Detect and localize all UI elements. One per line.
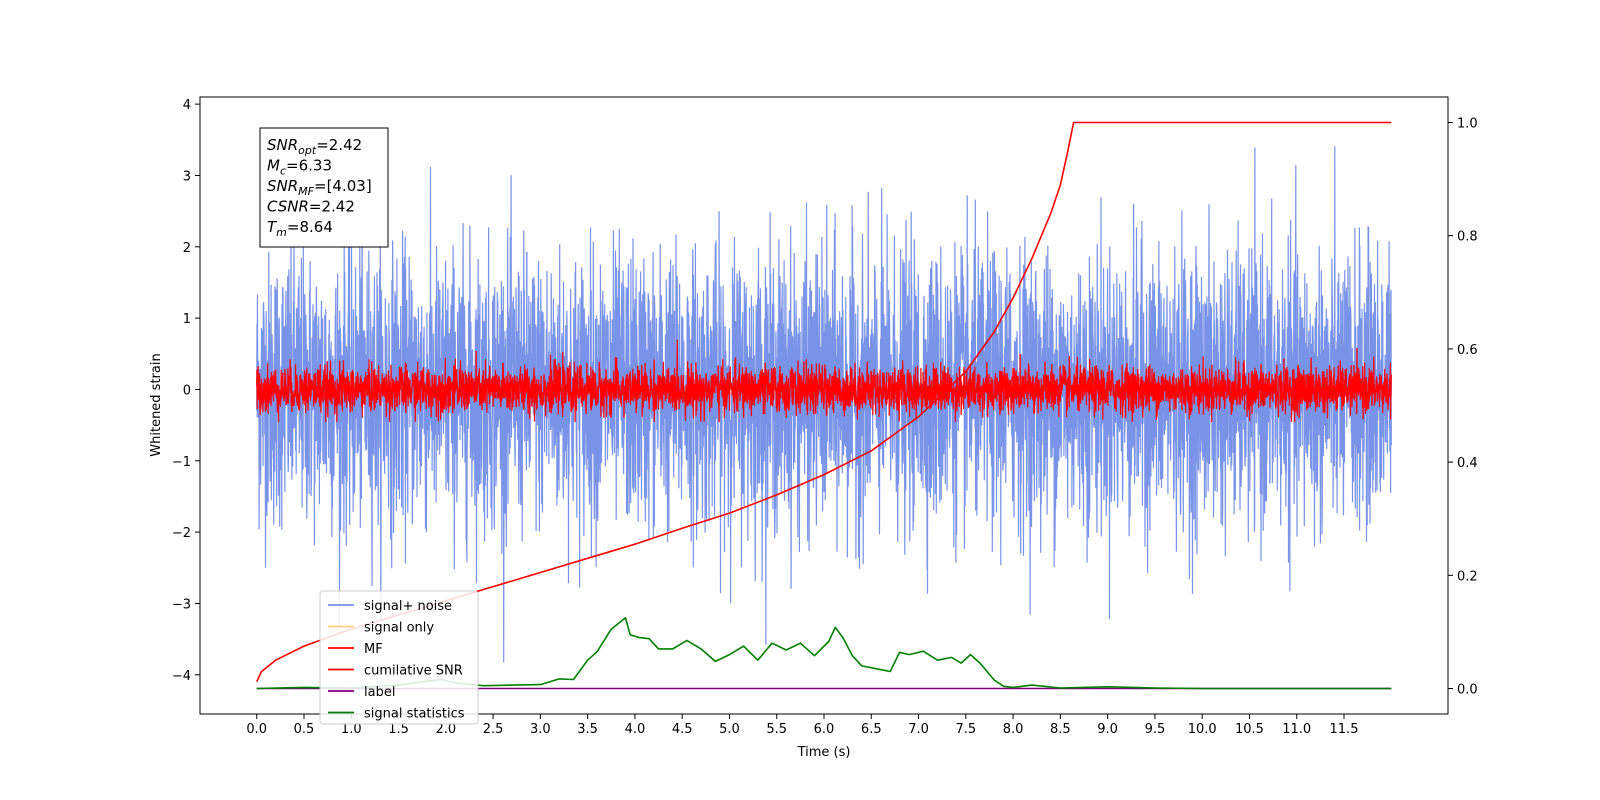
y2-tick-label: 0.6 (1457, 343, 1478, 358)
x-tick-label: 9.0 (1097, 722, 1118, 737)
stats-line: Tm=8.64 (267, 218, 333, 239)
x-tick-label: 10.0 (1188, 722, 1217, 737)
x-tick-label: 10.5 (1235, 722, 1264, 737)
x-tick-label: 3.0 (530, 722, 551, 737)
y-axis-label: Whitened strain (149, 353, 164, 456)
y2-tick-label: 1.0 (1457, 116, 1478, 131)
legend-label: label (364, 685, 395, 700)
y-tick-label: −2 (172, 526, 191, 541)
x-tick-label: 4.5 (672, 722, 693, 737)
x-tick-label: 0.5 (294, 722, 315, 737)
legend-label: signal+ noise (364, 599, 452, 614)
x-axis: 0.0 0.5 1.0 1.5 2.0 2.5 3.0 3.5 4.0 4.5 5.0 5.5 6.0 6… (246, 714, 1358, 737)
x-tick-label: 6.5 (861, 722, 882, 737)
x-tick-label: 9.5 (1145, 722, 1166, 737)
legend-label: signal only (364, 621, 434, 636)
y-tick-label: −4 (172, 669, 191, 684)
stats-line: Mc=6.33 (267, 157, 332, 178)
x-tick-label: 8.5 (1050, 722, 1071, 737)
legend-label: MF (364, 642, 383, 657)
stats-line: SNRMF=[4.03] (267, 177, 372, 198)
legend-frame (319, 590, 479, 725)
series-mf (256, 339, 1392, 423)
y-tick-label: 4 (183, 98, 191, 113)
legend-label: cumilative SNR (364, 664, 463, 679)
x-tick-label: 1.0 (341, 722, 362, 737)
x-tick-label: 2.0 (435, 722, 456, 737)
x-tick-label: 1.5 (388, 722, 409, 737)
y2-tick-label: 0.8 (1457, 230, 1478, 245)
x-tick-label: 5.5 (766, 722, 787, 737)
x-tick-label: 7.5 (955, 722, 976, 737)
series-signal-noise (256, 146, 1392, 663)
x-tick-label: 5.0 (719, 722, 740, 737)
y-tick-label: −3 (172, 597, 191, 612)
y2-tick-label: 0.0 (1457, 683, 1478, 698)
y2-tick-label: 0.4 (1457, 456, 1478, 471)
y-axis-right: 0.0 0.2 0.4 0.6 0.8 1.0 (1448, 116, 1478, 698)
x-tick-label: 0.0 (246, 722, 267, 737)
legend-label: signal statistics (364, 707, 465, 722)
stats-line: SNRopt=2.42 (267, 136, 362, 157)
x-tick-label: 3.5 (577, 722, 598, 737)
y-tick-label: 3 (183, 169, 191, 184)
series-signal-statistics (256, 616, 1392, 690)
x-tick-label: 6.0 (814, 722, 835, 737)
x-tick-label: 11.5 (1330, 722, 1359, 737)
x-axis-label: Time (s) (797, 745, 851, 760)
stats-box-frame (259, 127, 389, 248)
stats-line: CSNR=2.42 (267, 198, 355, 216)
y-tick-label: 2 (183, 241, 191, 256)
x-tick-label: 11.0 (1282, 722, 1311, 737)
x-tick-label: 8.0 (1003, 722, 1024, 737)
x-tick-label: 7.0 (908, 722, 929, 737)
y-tick-label: −1 (172, 455, 191, 470)
y-axis-left: −4 −3 −2 −1 0 1 2 3 4 (172, 98, 200, 684)
x-tick-label: 4.0 (625, 722, 646, 737)
y2-tick-label: 0.2 (1457, 569, 1478, 584)
x-tick-label: 2.5 (483, 722, 504, 737)
legend: signal+ noise signal only MF cumilative SNR… (319, 590, 479, 725)
y-tick-label: 1 (183, 312, 191, 327)
y-tick-label: 0 (183, 383, 191, 398)
